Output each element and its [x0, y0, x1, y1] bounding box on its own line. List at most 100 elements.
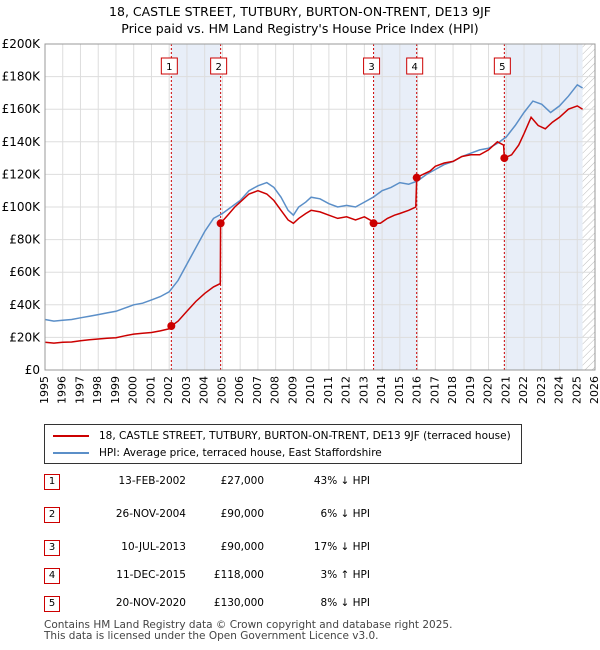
x-tick-label: 2013 [357, 376, 370, 404]
sale-label-box [210, 57, 228, 75]
legend: 18, CASTLE STREET, TUTBURY, BURTON-ON-TR… [44, 424, 522, 464]
x-tick-label: 2020 [482, 376, 495, 404]
sale-number-badge: 3 [44, 540, 60, 556]
x-tick-label: 1997 [73, 376, 86, 404]
x-tick-label: 2025 [570, 376, 583, 404]
legend-swatch-hpi [53, 452, 89, 454]
sale-point [369, 219, 378, 228]
x-tick-label: 1999 [109, 376, 122, 404]
y-tick-label: £40K [9, 298, 41, 312]
x-tick-label: 2007 [251, 376, 264, 404]
x-tick-label: 2003 [180, 376, 193, 404]
x-tick-label: 2008 [269, 376, 282, 404]
x-tick-label: 2001 [144, 376, 157, 404]
price-chart: £0 £20K £40K £60K £80K £100K £120K £140K £160K £1… [2, 37, 600, 404]
x-tick-label: 2015 [393, 376, 406, 404]
y-tick-label: £160K [2, 102, 42, 116]
sale-row: 1 13-FEB-2002 £27,000 43% ↓ HPI [44, 474, 444, 490]
sale-label-box [493, 57, 511, 75]
legend-item-hpi: HPI: Average price, terraced house, East… [53, 445, 382, 461]
x-tick-label: 2006 [233, 376, 246, 404]
y-tick-label: £100K [2, 200, 42, 214]
sale-date: 11-DEC-2015 [116, 569, 186, 581]
sale-hpi-diff: 3% ↑ HPI [320, 569, 370, 581]
x-tick-label: 2014 [375, 376, 388, 404]
footer-copyright: Contains HM Land Registry data © Crown c… [44, 619, 453, 631]
sale-row: 4 11-DEC-2015 £118,000 3% ↑ HPI [44, 568, 444, 584]
sale-price: £118,000 [213, 569, 264, 581]
sale-price: £27,000 [220, 475, 264, 487]
x-tick-label: 2024 [553, 376, 566, 404]
sale-hpi-diff: 43% ↓ HPI [313, 475, 370, 487]
sale-label-text: 2 [215, 62, 221, 73]
plot-frame [44, 43, 596, 371]
y-tick-label: £140K [2, 135, 42, 149]
chart-subtitle: Price paid vs. HM Land Registry's House … [121, 21, 479, 36]
legend-label-price: 18, CASTLE STREET, TUTBURY, BURTON-ON-TR… [99, 430, 511, 442]
sale-date: 10-JUL-2013 [121, 541, 186, 553]
sale-date: 26-NOV-2004 [115, 508, 186, 520]
sale-price: £90,000 [220, 508, 264, 520]
sale-point [216, 219, 225, 228]
sale-date: 20-NOV-2020 [115, 597, 186, 609]
sale-label-text: 5 [499, 62, 505, 73]
series-lines [44, 83, 583, 344]
sale-hpi-diff: 17% ↓ HPI [313, 541, 370, 553]
sale-point [500, 154, 509, 163]
sale-label-box [406, 57, 424, 75]
x-tick-label: 2019 [464, 376, 477, 404]
sale-label-box [363, 57, 381, 75]
y-tick-label: £120K [2, 167, 42, 181]
legend-label-hpi: HPI: Average price, terraced house, East… [99, 447, 382, 459]
sale-points [167, 154, 509, 330]
y-tick-label: £0 [25, 363, 40, 377]
x-tick-label: 2009 [286, 376, 299, 404]
x-tick-label: 2005 [215, 376, 228, 404]
sale-price: £130,000 [213, 597, 264, 609]
x-tick-label: 2002 [162, 376, 175, 404]
x-tick-label: 2017 [428, 376, 441, 404]
sale-number-badge: 2 [44, 507, 60, 523]
x-tick-label: 2011 [322, 376, 335, 404]
sale-labels: 1 2 3 4 5 [160, 57, 511, 75]
x-tick-label: 2004 [198, 376, 211, 404]
y-tick-label: £60K [9, 265, 41, 279]
x-tick-label: 1998 [91, 376, 104, 404]
sale-hpi-diff: 8% ↓ HPI [320, 597, 370, 609]
chart-title: 18, CASTLE STREET, TUTBURY, BURTON-ON-TR… [109, 4, 491, 19]
x-tick-label: 1995 [38, 376, 51, 404]
footer: Contains HM Land Registry data © Crown c… [44, 620, 452, 642]
x-tick-label: 2021 [499, 376, 512, 404]
sale-label-text: 1 [166, 62, 172, 73]
x-tick-label: 2023 [535, 376, 548, 404]
sale-point [167, 321, 176, 330]
sale-row: 2 26-NOV-2004 £90,000 6% ↓ HPI [44, 507, 444, 523]
sale-number-badge: 5 [44, 596, 60, 612]
sale-row: 5 20-NOV-2020 £130,000 8% ↓ HPI [44, 596, 444, 612]
x-tick-label: 2012 [340, 376, 353, 404]
sale-row: 3 10-JUL-2013 £90,000 17% ↓ HPI [44, 540, 444, 556]
x-tick-label: 2026 [588, 376, 600, 404]
sale-price: £90,000 [220, 541, 264, 553]
y-tick-label: £180K [2, 70, 42, 84]
sale-label-text: 3 [368, 62, 374, 73]
hpi-line [44, 83, 583, 322]
y-tick-label: £20K [9, 330, 41, 344]
y-tick-label: £200K [2, 37, 42, 51]
sale-label-text: 4 [412, 62, 418, 73]
price-paid-line [44, 105, 583, 344]
x-tick-label: 2016 [411, 376, 424, 404]
y-tick-label: £80K [9, 233, 41, 247]
sale-number-badge: 4 [44, 568, 60, 584]
legend-swatch-price [53, 435, 89, 437]
sale-number-badge: 1 [44, 474, 60, 490]
axes: £0 £20K £40K £60K £80K £100K £120K £140K £160K £1… [2, 37, 600, 404]
x-tick-label: 2010 [304, 376, 317, 404]
x-tick-label: 2018 [446, 376, 459, 404]
x-tick-label: 2022 [517, 376, 530, 404]
x-tick-label: 1996 [56, 376, 69, 404]
sale-label-box [160, 57, 178, 75]
sale-date: 13-FEB-2002 [118, 475, 186, 487]
legend-item-price: 18, CASTLE STREET, TUTBURY, BURTON-ON-TR… [53, 428, 511, 444]
x-tick-label: 2000 [127, 376, 140, 404]
